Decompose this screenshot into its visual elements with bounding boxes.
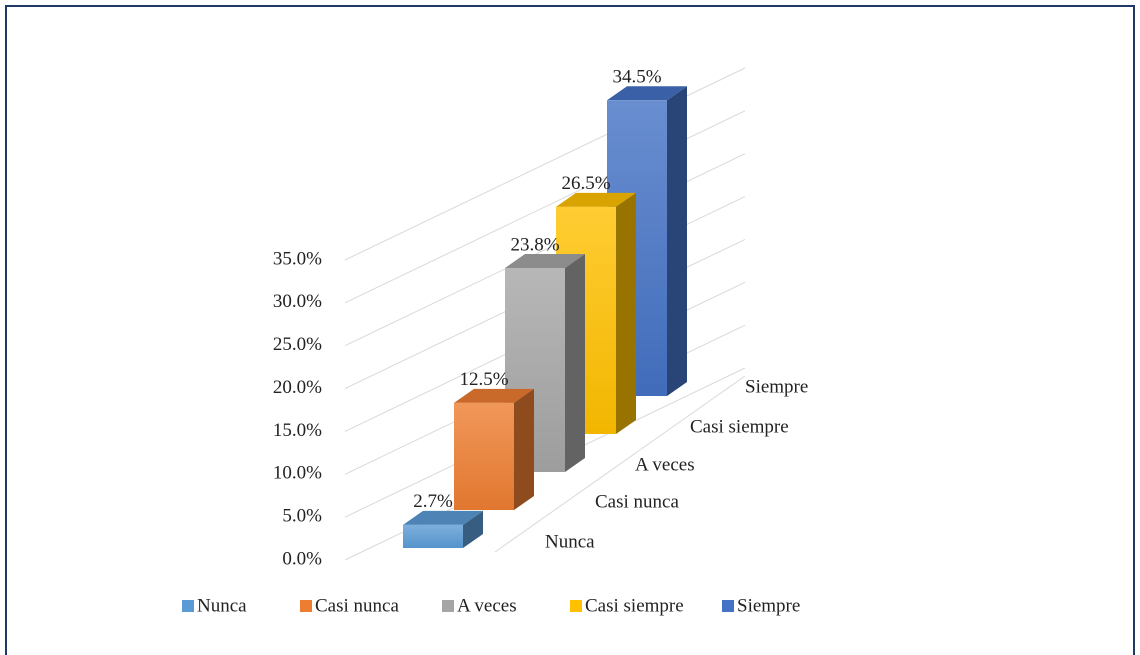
category-label: A veces (635, 454, 695, 475)
category-label: Casi nunca (595, 491, 679, 512)
legend-label: Siempre (737, 595, 800, 616)
bar-side (565, 254, 585, 472)
bar-top (505, 254, 585, 268)
y-tick-label: 10.0% (273, 463, 322, 484)
category-label: Siempre (745, 376, 808, 397)
bar-top (403, 510, 483, 525)
legend-swatch (570, 600, 582, 612)
bar (454, 388, 534, 510)
bar-side (616, 192, 636, 434)
value-label: 23.8% (510, 234, 559, 255)
y-tick-label: 5.0% (282, 506, 322, 527)
category-label: Nunca (545, 531, 595, 552)
legend-swatch (300, 600, 312, 612)
legend-swatch (182, 600, 194, 612)
legend-swatch (442, 600, 454, 612)
y-tick-label: 25.0% (273, 334, 322, 355)
y-tick-label: 0.0% (282, 548, 322, 569)
floor-edge (494, 375, 746, 553)
bar-front (454, 402, 514, 510)
bar-side (514, 388, 534, 510)
bar-side (667, 86, 687, 397)
bar (403, 510, 483, 548)
bar-top (607, 86, 687, 101)
value-label: 26.5% (561, 173, 610, 194)
bar-top (454, 388, 534, 403)
bar (505, 254, 585, 472)
legend-label: Nunca (197, 595, 247, 616)
legend-label: Casi siempre (585, 595, 684, 616)
legend-label: Casi nunca (315, 595, 399, 616)
bar-front (403, 524, 463, 548)
value-label: 2.7% (413, 491, 453, 512)
value-label: 12.5% (459, 369, 508, 390)
y-tick-label: 30.0% (273, 291, 322, 312)
y-tick-label: 35.0% (273, 248, 322, 269)
y-tick-label: 15.0% (273, 420, 322, 441)
bar-top (556, 192, 636, 207)
legend-label: A veces (457, 595, 517, 616)
bar-side (463, 510, 483, 548)
category-label: Casi siempre (690, 416, 789, 437)
y-tick-label: 20.0% (273, 377, 322, 398)
legend-swatch (722, 600, 734, 612)
value-label: 34.5% (612, 67, 661, 88)
